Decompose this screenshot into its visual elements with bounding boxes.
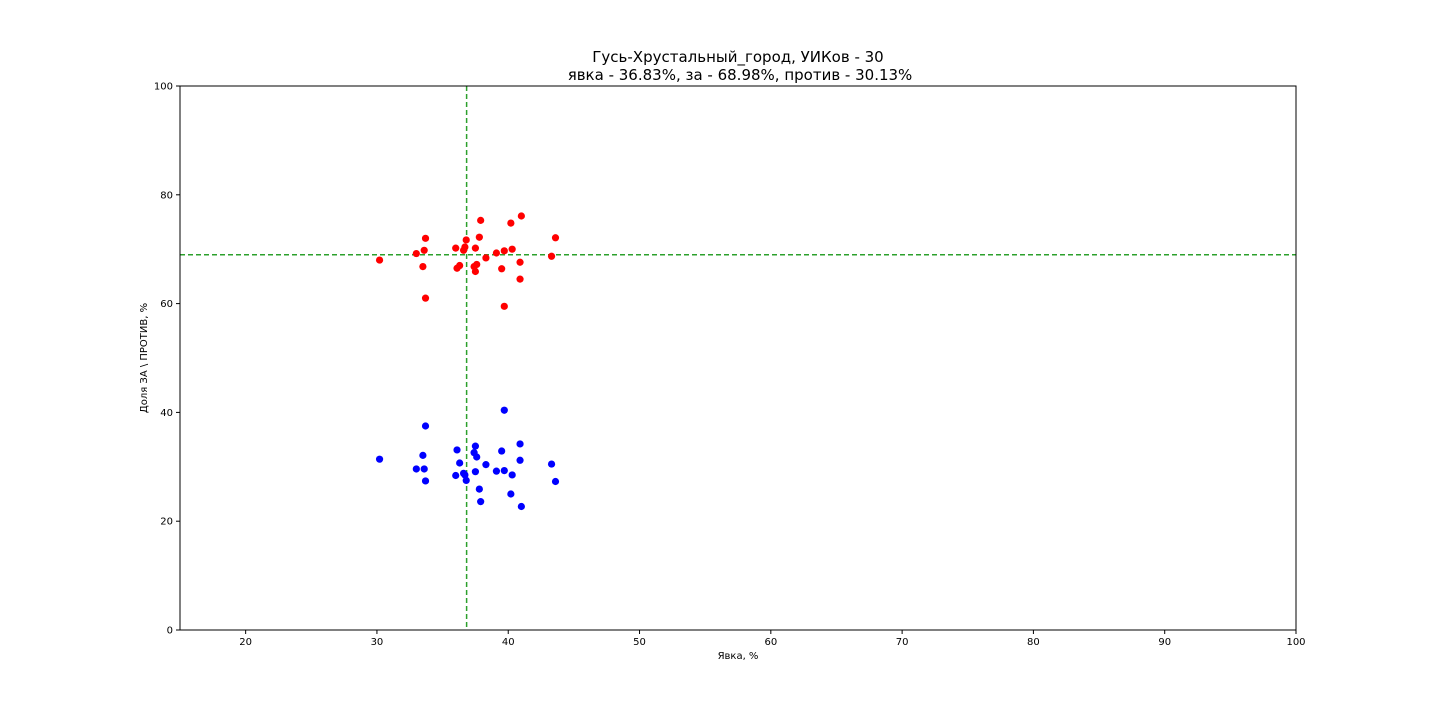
scatter-point [516,258,524,266]
scatter-point [471,468,480,476]
y-axis-label: Доля ЗА \ ПРОТИВ, % [139,303,150,413]
scatter-point [461,471,469,479]
x-tick-label: 60 [764,637,777,648]
scatter-point [475,485,483,493]
y-tick-label: 100 [154,82,173,93]
scatter-point [492,467,501,475]
scatter-point [516,275,524,283]
scatter-point [516,440,524,448]
scatter-point [471,267,480,276]
y-tick-label: 0 [167,626,173,637]
scatter-point [508,471,516,479]
scatter-point [421,234,430,242]
x-tick-label: 40 [502,637,515,648]
scatter-point [473,453,481,461]
scatter-point [500,406,508,414]
plot-frame [179,85,1297,631]
scatter-point [498,265,506,273]
x-axis-label: Явка, % [718,651,759,662]
y-tick-label: 20 [160,517,173,528]
scatter-point [516,456,524,464]
scatter-point [500,467,508,475]
scatter-point [477,216,485,224]
scatter-point [492,249,501,257]
scatter-point [412,249,420,258]
chart-subtitle: явка - 36.83%, за - 68.98%, против - 30.… [568,66,913,84]
scatter-point [471,442,480,450]
y-tick-label: 40 [160,408,173,419]
chart-title: Гусь-Хрустальный_город, УИКов - 30 [592,48,883,67]
y-tick-label: 80 [160,190,173,201]
x-tick-label: 50 [633,637,646,648]
scatter-point [419,263,427,271]
scatter-point [507,219,515,227]
scatter-point [375,455,384,463]
scatter-point [473,260,481,269]
scatter-point [462,236,470,244]
scatter-point [421,477,430,485]
scatter-point [500,302,508,310]
data-points [375,212,560,511]
scatter-point [547,460,556,468]
x-axis-ticks: 20 30 40 50 60 70 80 90 100 [239,630,1306,648]
scatter-point [517,212,525,220]
scatter-point [421,294,430,302]
scatter-point [500,247,508,255]
scatter-point [412,465,420,473]
y-axis-ticks: 0 20 40 60 80 100 [154,82,180,637]
scatter-point [551,477,560,486]
scatter-point [475,233,483,241]
scatter-point [453,446,461,454]
x-tick-label: 30 [371,637,384,648]
x-tick-label: 90 [1158,637,1171,648]
x-tick-label: 20 [239,637,252,648]
scatter-point [456,261,464,270]
y-tick-label: 60 [160,299,173,310]
scatter-point [482,254,490,262]
scatter-point [477,498,485,506]
scatter-point [507,490,515,498]
scatter-point [420,246,428,254]
x-tick-label: 70 [896,637,909,648]
scatter-point [420,465,428,473]
scatter-point [461,243,469,251]
x-tick-label: 80 [1027,637,1040,648]
scatter-point [462,476,470,484]
scatter-point [452,244,460,252]
x-tick-label: 100 [1286,637,1305,648]
scatter-point [456,459,464,467]
scatter-point [452,471,460,480]
scatter-point [498,447,506,455]
scatter-point [508,245,516,253]
scatter-point [471,244,480,252]
scatter-point [419,451,427,459]
scatter-point [517,502,525,511]
scatter-point [551,234,560,242]
scatter-point [375,256,384,264]
scatter-point [482,461,490,469]
scatter-point [547,252,556,260]
reference-lines [180,86,1296,630]
scatter-point [421,422,430,430]
